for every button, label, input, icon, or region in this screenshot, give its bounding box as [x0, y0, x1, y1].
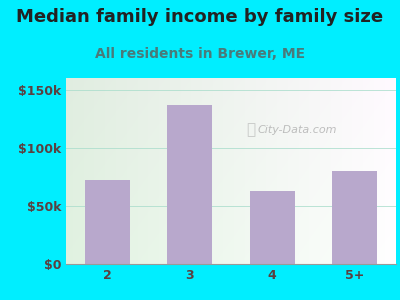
- Bar: [84, 180, 130, 264]
- Bar: [250, 191, 295, 264]
- Text: All residents in Brewer, ME: All residents in Brewer, ME: [95, 46, 305, 61]
- Bar: [167, 105, 212, 264]
- Text: City-Data.com: City-Data.com: [257, 125, 337, 135]
- Text: Median family income by family size: Median family income by family size: [16, 8, 384, 26]
- Text: ⓘ: ⓘ: [246, 123, 255, 138]
- Bar: [332, 171, 378, 264]
